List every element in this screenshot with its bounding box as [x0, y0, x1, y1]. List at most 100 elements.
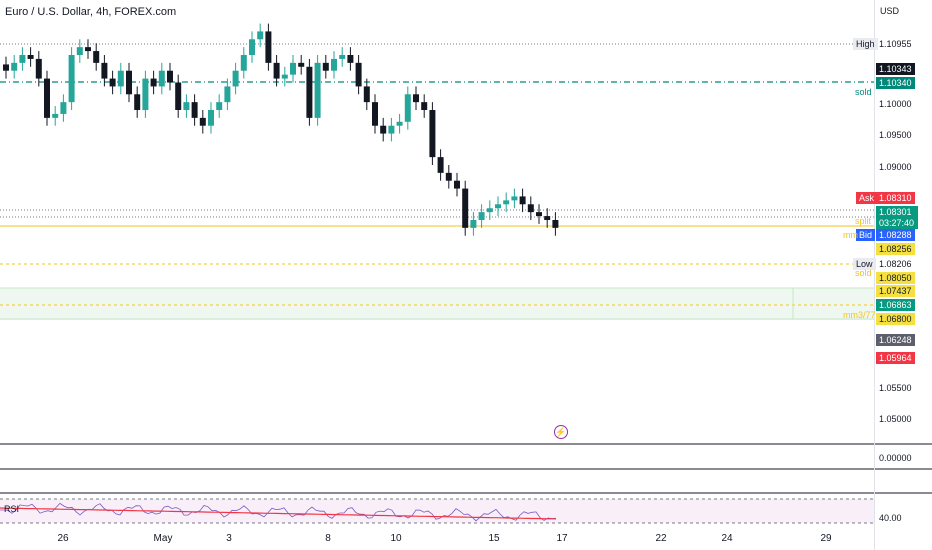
sold-tag-low: sold [855, 268, 872, 278]
candle-body [3, 64, 9, 71]
gray-price: 1.06248 [876, 334, 915, 346]
yellow-price-1: 1.08256 [876, 243, 915, 255]
x-label-3: 3 [226, 533, 232, 544]
level-price-1: 1.10343 [876, 63, 915, 75]
green-zone [0, 288, 874, 320]
candle-body [265, 31, 272, 63]
x-label-29: 29 [820, 533, 832, 544]
ask-price: 1.08310 [876, 192, 915, 204]
candle-body [536, 212, 542, 217]
candle-body [240, 55, 247, 71]
candle-body [150, 78, 157, 87]
candle-body [183, 102, 190, 110]
candle-body [421, 102, 428, 110]
candle-body [380, 125, 387, 134]
candle-body [339, 55, 346, 59]
candle-body [85, 47, 91, 52]
axis-price-4: 1.05500 [879, 383, 912, 393]
high-tag: High [853, 38, 878, 50]
lightning-icon[interactable]: ⚡ [554, 425, 568, 439]
ask-tag: Ask [856, 192, 878, 204]
x-label-24: 24 [721, 533, 733, 544]
candle-body [257, 31, 264, 40]
candle-body [117, 70, 124, 87]
low-tag: Low [853, 258, 876, 270]
candle-body [249, 39, 255, 55]
candle-body [167, 70, 173, 83]
x-label-10: 10 [390, 533, 402, 544]
candle-body [355, 62, 362, 87]
x-label-26: 26 [57, 533, 69, 544]
candle-body [27, 55, 34, 59]
axis-price-2: 1.09500 [879, 130, 912, 140]
x-label-may: May [153, 533, 173, 544]
axis-price-1: 1.10000 [879, 99, 912, 109]
bid-tag: Bid [856, 229, 876, 241]
split-tag: split [855, 216, 872, 226]
candle-body [429, 110, 436, 158]
candle-body [11, 62, 18, 71]
axis-price-5: 1.05000 [879, 414, 912, 424]
mm3-tag: mm3/77 [843, 310, 876, 320]
candle-body [109, 78, 116, 87]
rsi-label: RSI [4, 504, 20, 514]
last-price: 1.08301 [876, 206, 918, 218]
candle-body [76, 47, 83, 55]
candle-body [52, 113, 59, 118]
candle-body [462, 188, 469, 228]
candle-body [495, 204, 501, 209]
yellow-price-3: 1.07437 [876, 285, 915, 297]
candle-body [224, 86, 231, 103]
candle-body [552, 220, 559, 228]
candle-body [486, 208, 493, 213]
candle-body [396, 121, 403, 126]
high-price: 1.10955 [879, 39, 912, 49]
x-label-8: 8 [325, 533, 331, 544]
candle-body [519, 196, 526, 205]
candle-body [347, 55, 354, 63]
candle-body [19, 55, 26, 63]
red-price: 1.05964 [876, 352, 915, 364]
candle-body [363, 86, 370, 103]
x-label-17: 17 [556, 533, 568, 544]
candle-body [511, 196, 518, 201]
candle-body [372, 102, 378, 126]
mm-tag: mm [843, 230, 858, 240]
candle-body [413, 94, 419, 103]
rsi-value: 40.00 [879, 513, 902, 523]
candle-body [68, 55, 75, 103]
x-label-22: 22 [655, 533, 667, 544]
countdown: 03:27:40 [876, 217, 918, 229]
candle-body [208, 110, 214, 126]
candle-body [101, 62, 108, 79]
candle-body [158, 70, 165, 87]
candle-body [93, 51, 100, 63]
currency-label: USD [880, 6, 900, 16]
candle-body [527, 204, 534, 213]
axis-price-3: 1.09000 [879, 162, 912, 172]
candle-body [306, 66, 313, 118]
candle-body [175, 82, 182, 110]
candle-body [437, 157, 444, 173]
low-price: 1.08206 [879, 259, 912, 269]
candle-body [470, 220, 477, 228]
candle-body [232, 70, 239, 87]
candle-body [503, 200, 510, 205]
price-axis-separator [874, 0, 875, 550]
candle-body [478, 212, 485, 220]
candle-body [216, 102, 223, 110]
candle-body [322, 62, 329, 71]
candle-body [544, 216, 551, 220]
candle-body [126, 70, 132, 95]
candle-body [404, 94, 411, 122]
candle-body [35, 58, 42, 79]
rsi-ma-line [0, 507, 557, 520]
bid-price: 1.08288 [876, 229, 915, 241]
candle-body [445, 172, 452, 181]
candle-body [273, 62, 280, 79]
yellow-price-2: 1.08050 [876, 272, 915, 284]
candle-body [388, 125, 395, 134]
candle-body [44, 78, 50, 118]
